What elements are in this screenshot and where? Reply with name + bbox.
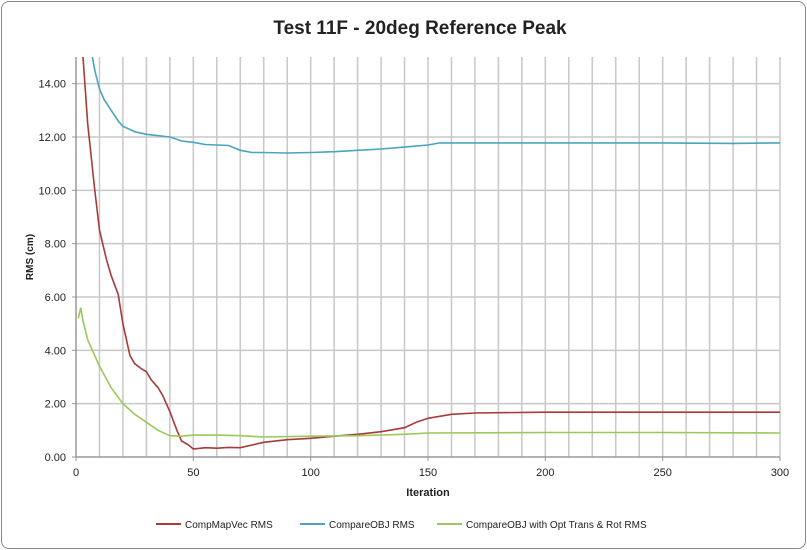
- y-tick-label: 0.00: [45, 452, 66, 464]
- x-tick-label: 100: [301, 467, 319, 479]
- x-tick-label: 200: [536, 467, 554, 479]
- legend-label-0: CompMapVec RMS: [185, 520, 273, 531]
- x-axis-label: Iteration: [406, 487, 450, 499]
- y-tick-label: 8.00: [45, 239, 66, 251]
- y-tick-label: 6.00: [45, 292, 66, 304]
- chart-title: Test 11F - 20deg Reference Peak: [273, 18, 567, 39]
- y-tick-label: 4.00: [45, 345, 66, 357]
- x-tick-label: 250: [653, 467, 671, 479]
- x-tick-label: 300: [771, 467, 789, 479]
- x-tick-label: 0: [73, 467, 79, 479]
- series-line-2: [77, 307, 781, 438]
- y-tick-label: 10.00: [38, 185, 66, 197]
- legend-label-1: CompareOBJ RMS: [329, 520, 415, 531]
- x-tick-label: 150: [419, 467, 437, 479]
- series-line-1: [91, 56, 781, 154]
- legend-label-2: CompareOBJ with Opt Trans & Rot RMS: [466, 520, 647, 531]
- y-tick-label: 12.00: [38, 132, 66, 144]
- y-axis-label: RMS (cm): [25, 234, 36, 280]
- x-tick-label: 50: [187, 467, 199, 479]
- series-line-0: [82, 56, 780, 450]
- y-tick-label: 2.00: [45, 399, 66, 411]
- y-tick-label: 14.00: [38, 79, 66, 91]
